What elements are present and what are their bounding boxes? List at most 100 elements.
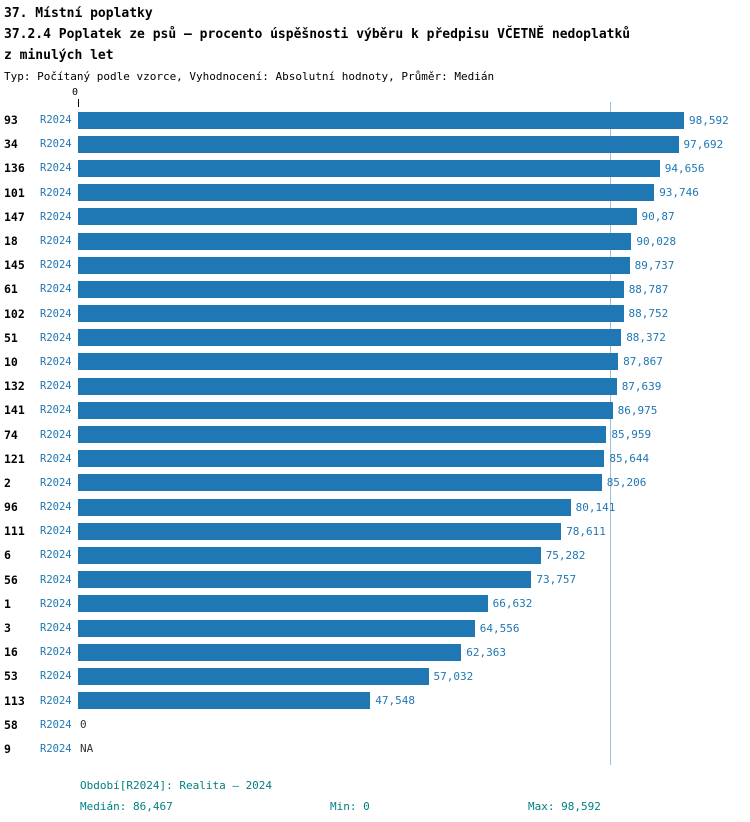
value-bar[interactable] xyxy=(78,595,488,613)
bar-value-label: 87,639 xyxy=(621,379,662,393)
bar-value-label: 88,752 xyxy=(628,307,669,321)
chart-row: 18 R2024 90,028 xyxy=(0,229,750,253)
bar-value-label: 85,959 xyxy=(611,428,652,442)
value-bar[interactable] xyxy=(78,498,571,516)
value-bar[interactable] xyxy=(78,426,607,444)
row-plot: 85,959 xyxy=(78,426,750,444)
row-period-label: R2024 xyxy=(40,235,72,248)
value-bar[interactable] xyxy=(78,280,624,298)
chart-row: 111 R2024 78,611 xyxy=(0,519,750,543)
bar-value-label: 47,548 xyxy=(375,694,416,708)
chart-row: 16 R2024 62,363 xyxy=(0,640,750,664)
report-section-title: 37. Místní poplatky xyxy=(4,6,153,21)
row-plot: 57,032 xyxy=(78,667,750,685)
chart-row: 145 R2024 89,737 xyxy=(0,253,750,277)
row-plot: 85,644 xyxy=(78,450,750,468)
bar-value-label: 64,556 xyxy=(479,621,520,635)
row-plot: 87,867 xyxy=(78,353,750,371)
value-bar[interactable] xyxy=(78,667,429,685)
bar-value-label: 98,592 xyxy=(689,113,729,127)
row-plot: 78,611 xyxy=(78,522,750,540)
value-bar[interactable] xyxy=(78,256,630,274)
row-id-label: 9 xyxy=(4,741,11,756)
bar-value-label: 90,028 xyxy=(636,234,677,248)
row-plot: 66,632 xyxy=(78,595,750,613)
bar-value-label: 97,692 xyxy=(683,137,724,151)
row-id-label: 58 xyxy=(4,717,18,732)
value-bar[interactable] xyxy=(78,692,371,710)
bar-value-label: 94,656 xyxy=(664,161,705,175)
chart-row: 141 R2024 86,975 xyxy=(0,398,750,422)
row-plot: 73,757 xyxy=(78,571,750,589)
value-bar[interactable] xyxy=(78,571,532,589)
bar-value-label: 62,363 xyxy=(466,645,507,659)
value-bar[interactable] xyxy=(78,474,602,492)
bar-value-label: NA xyxy=(80,742,94,756)
row-period-label: R2024 xyxy=(40,670,72,683)
row-id-label: 74 xyxy=(4,427,18,442)
row-plot: 88,752 xyxy=(78,305,750,323)
row-plot: 88,372 xyxy=(78,329,750,347)
value-bar[interactable] xyxy=(78,619,475,637)
chart-row: 74 R2024 85,959 xyxy=(0,422,750,446)
median-stat: Medián: 86,467 xyxy=(80,800,173,813)
row-id-label: 113 xyxy=(4,693,25,708)
value-bar[interactable] xyxy=(78,135,679,153)
value-bar[interactable] xyxy=(78,208,637,226)
row-plot: 62,363 xyxy=(78,643,750,661)
row-id-label: 121 xyxy=(4,451,25,466)
value-bar[interactable] xyxy=(78,305,624,323)
value-bar[interactable] xyxy=(78,159,660,177)
value-bar[interactable] xyxy=(78,184,655,202)
bar-value-label: 57,032 xyxy=(433,669,474,683)
row-period-label: R2024 xyxy=(40,622,72,635)
chart-row: 121 R2024 85,644 xyxy=(0,447,750,471)
value-bar[interactable] xyxy=(78,522,562,540)
chart-row: 132 R2024 87,639 xyxy=(0,374,750,398)
chart-row: 1 R2024 66,632 xyxy=(0,592,750,616)
row-period-label: R2024 xyxy=(40,138,72,151)
value-bar[interactable] xyxy=(78,329,622,347)
value-bar[interactable] xyxy=(78,643,462,661)
chart-rows: 93 R2024 98,592 34 R2024 97,692 136 R2024 94,656… xyxy=(0,102,750,766)
bar-value-label: 93,746 xyxy=(659,186,699,200)
value-bar[interactable] xyxy=(78,353,619,371)
row-period-label: R2024 xyxy=(40,331,72,344)
value-bar[interactable] xyxy=(78,401,613,419)
bar-value-label: 80,141 xyxy=(575,500,616,514)
chart-subtitle: Typ: Počítaný podle vzorce, Vyhodnocení:… xyxy=(4,70,495,83)
row-period-label: R2024 xyxy=(40,646,72,659)
row-id-label: 51 xyxy=(4,330,18,345)
value-bar[interactable] xyxy=(78,546,541,564)
row-period-label: R2024 xyxy=(40,573,72,586)
chart-row: 53 R2024 57,032 xyxy=(0,664,750,688)
row-plot: 75,282 xyxy=(78,546,750,564)
row-period-label: R2024 xyxy=(40,525,72,538)
chart-row: 9 R2024 NA xyxy=(0,737,750,761)
row-id-label: 93 xyxy=(4,113,18,128)
chart-row: 34 R2024 97,692 xyxy=(0,132,750,156)
row-period-label: R2024 xyxy=(40,162,72,175)
row-plot: 85,206 xyxy=(78,474,750,492)
chart-row: 2 R2024 85,206 xyxy=(0,471,750,495)
row-plot: NA xyxy=(78,740,750,757)
row-period-label: R2024 xyxy=(40,452,72,465)
bar-value-label: 0 xyxy=(80,718,87,732)
row-id-label: 141 xyxy=(4,403,25,418)
chart-row: 10 R2024 87,867 xyxy=(0,350,750,374)
row-period-label: R2024 xyxy=(40,307,72,320)
row-plot: 90,028 xyxy=(78,232,750,250)
row-period-label: R2024 xyxy=(40,549,72,562)
row-plot: 94,656 xyxy=(78,159,750,177)
value-bar[interactable] xyxy=(78,232,632,250)
row-plot: 47,548 xyxy=(78,692,750,710)
value-bar[interactable] xyxy=(78,450,605,468)
value-bar[interactable] xyxy=(78,111,684,129)
value-bar[interactable] xyxy=(78,377,617,395)
row-plot: 88,787 xyxy=(78,280,750,298)
max-stat: Max: 98,592 xyxy=(528,800,601,813)
bar-value-label: 88,372 xyxy=(626,331,666,345)
row-period-label: R2024 xyxy=(40,742,72,755)
chart-title: 37.2.4 Poplatek ze psů – procento úspěšn… xyxy=(4,27,631,42)
row-period-label: R2024 xyxy=(40,380,72,393)
